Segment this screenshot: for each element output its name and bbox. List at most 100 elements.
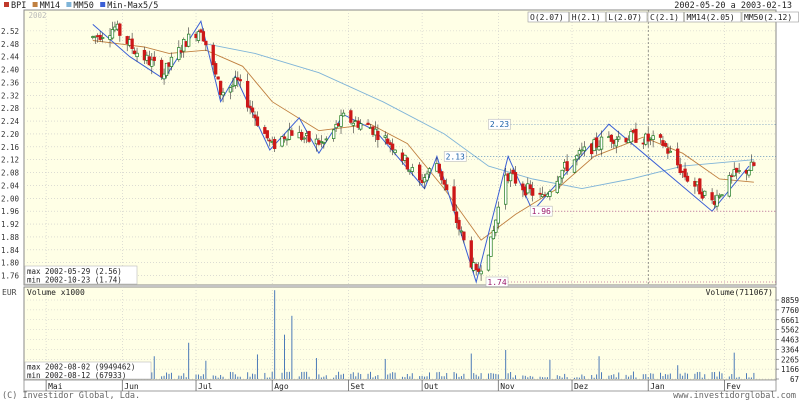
candles <box>91 20 756 281</box>
candle-body-38 <box>218 80 223 95</box>
x-tick-8: Jan <box>650 382 665 391</box>
candle-body-69 <box>324 138 328 141</box>
candle-body-122 <box>508 172 513 182</box>
candle-body-22 <box>164 62 169 76</box>
candle-body-25 <box>177 47 181 60</box>
volume-annotation-1: min 2002-08-12 (67933) <box>27 371 126 380</box>
candle-body-142 <box>577 150 582 155</box>
candle-body-139 <box>565 161 569 172</box>
candle-body-113 <box>476 268 481 272</box>
candle-body-112 <box>474 263 478 271</box>
candle-body-62 <box>302 137 306 140</box>
minmax-label-2: 1.96 <box>532 207 551 216</box>
x-tick-6: Nov <box>500 382 515 391</box>
candle-body-41 <box>231 84 235 87</box>
candle-body-32 <box>199 29 203 33</box>
candle-body-35 <box>211 44 215 66</box>
candle-body-136 <box>558 176 562 185</box>
mm50-line <box>205 43 754 190</box>
candle-body-171 <box>678 164 682 174</box>
price-tick-8: 2.20 <box>1 130 20 139</box>
candle-body-59 <box>290 130 294 136</box>
candle-body-79 <box>359 123 363 130</box>
price-tick-0: 2.52 <box>1 27 19 36</box>
candle-body-140 <box>572 159 577 173</box>
candle-body-56 <box>282 136 287 139</box>
candle-body-73 <box>339 115 343 127</box>
candle-body-12 <box>130 38 134 49</box>
price-tick-19: 1.76 <box>1 272 20 281</box>
candle-body-48 <box>253 114 257 119</box>
x-tick-0: Mai <box>48 382 63 391</box>
ohlc-value-0: O(2.07) <box>530 13 564 22</box>
candle-body-19 <box>152 56 156 61</box>
ohlc-box-1 <box>569 11 606 23</box>
candle-body-64 <box>307 131 311 142</box>
volume-tick-8: 67 <box>790 375 799 384</box>
candle-body-46 <box>248 105 252 109</box>
candle-body-29 <box>187 33 191 47</box>
candle-body-101 <box>437 163 441 174</box>
price-tick-12: 2.04 <box>1 181 20 190</box>
candle-body-189 <box>737 170 741 172</box>
footer-copyright: (C) Investidor Global, Lda. <box>2 391 140 400</box>
volume-tick-7: 1166 <box>781 365 800 374</box>
candle-body-102 <box>440 171 444 181</box>
price-tick-18: 1.80 <box>1 259 20 268</box>
x-tick-7: Dez <box>574 382 589 391</box>
volume-annotation-0: max 2002-08-02 (9949462) <box>27 363 135 372</box>
ohlc-box-3 <box>647 11 684 23</box>
candle-body-43 <box>236 77 240 81</box>
legend-swatch-0 <box>4 2 9 7</box>
candle-body-49 <box>255 116 260 126</box>
legend-label-0: BPI <box>11 1 26 11</box>
candle-body-191 <box>747 170 751 176</box>
candle-body-193 <box>752 162 756 166</box>
candle-body-47 <box>250 107 255 113</box>
candle-body-117 <box>491 230 496 240</box>
candle-body-9 <box>118 23 122 36</box>
candle-body-128 <box>528 184 532 190</box>
price-tick-7: 2.24 <box>1 117 20 126</box>
ohlc-value-5: MM50(2.12) <box>744 13 792 22</box>
price-tick-14: 1.96 <box>1 207 20 216</box>
ohlc-box-4 <box>684 11 742 23</box>
ohlc-value-1: H(2.1) <box>572 13 601 22</box>
candle-body-123 <box>511 169 515 174</box>
legend-label-2: MM50 <box>73 1 93 11</box>
candle-body-14 <box>135 52 139 58</box>
candle-body-179 <box>703 190 707 196</box>
legend-label-3: Min-Max5/5 <box>107 1 158 11</box>
x-axis-band <box>23 379 777 392</box>
candle-body-120 <box>504 174 508 205</box>
volume-tick-3: 5562 <box>781 326 799 335</box>
candle-body-20 <box>159 59 164 78</box>
candle-body-76 <box>351 122 355 126</box>
price-tick-5: 2.32 <box>1 91 19 100</box>
volume-tick-1: 7760 <box>781 306 800 315</box>
candle-body-187 <box>732 169 736 177</box>
candle-body-167 <box>663 142 668 147</box>
candle-body-110 <box>469 240 473 268</box>
price-annotations: max 2002-05-29 (2.56)min 2002-10-23 (1.7… <box>24 265 138 285</box>
candle-body-147 <box>594 137 599 148</box>
price-tick-17: 1.84 <box>1 246 20 255</box>
candle-body-108 <box>459 230 464 233</box>
candle-body-144 <box>582 146 586 151</box>
ohlc-value-4: MM14(2.05) <box>687 13 735 22</box>
candle-body-86 <box>386 138 390 144</box>
ohlc-value-3: C(2.1) <box>650 13 679 22</box>
candle-body-183 <box>717 195 722 198</box>
price-annotation-0: max 2002-05-29 (2.56) <box>27 267 122 276</box>
x-tick-2: Jul <box>198 382 213 391</box>
candle-body-75 <box>349 110 353 123</box>
candle-body-42 <box>233 77 237 86</box>
candle-body-13 <box>132 50 137 55</box>
candle-body-130 <box>538 192 542 195</box>
candle-body-84 <box>376 130 380 141</box>
price-tick-11: 2.08 <box>1 169 20 178</box>
minmax-label-box-0 <box>488 118 511 130</box>
mm50-path <box>205 43 754 190</box>
candle-body-134 <box>548 191 552 197</box>
